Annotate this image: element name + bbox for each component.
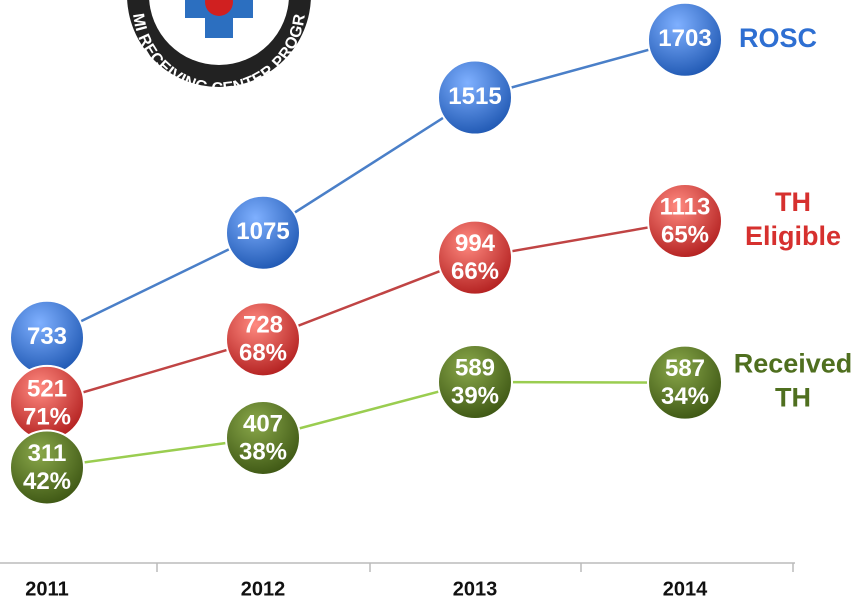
bubble (647, 344, 723, 421)
logo: EMI RECEIVING CENTER PROGRA (0, 0, 311, 98)
series-line (46, 38, 686, 339)
bubble (647, 1, 723, 78)
percent-label: 65% (661, 221, 709, 248)
value-label: 589 (455, 354, 495, 381)
value-label: 994 (455, 230, 496, 257)
percent-label: 39% (451, 382, 499, 409)
series-label-line: Eligible (745, 221, 841, 251)
series-line (46, 380, 686, 469)
value-label: 311 (28, 440, 67, 467)
x-tick-label: 2013 (453, 578, 498, 600)
series-label-line: TH (775, 383, 811, 413)
series-label: TH Eligible (745, 187, 841, 251)
bubble (437, 219, 513, 296)
series-label-line: Received (734, 349, 853, 379)
percent-label: 66% (451, 258, 499, 285)
value-label: 521 (27, 375, 67, 402)
bubble (225, 194, 301, 271)
series-line (46, 219, 686, 405)
percent-label: 71% (23, 403, 71, 430)
percent-label: 38% (239, 438, 287, 465)
series-label: Received TH (734, 349, 853, 413)
value-label: 733 (27, 323, 67, 350)
bubble (647, 183, 723, 260)
value-label: 1113 (660, 193, 711, 220)
percent-label: 34% (661, 383, 709, 410)
value-label: 1703 (658, 25, 711, 52)
x-tick-label: 2012 (241, 578, 286, 600)
bubble (9, 429, 85, 506)
percent-label: 68% (239, 340, 287, 367)
x-tick-label: 2014 (663, 578, 708, 600)
x-tick-label: 2011 (25, 578, 68, 600)
series-label: ROSC (739, 23, 817, 53)
value-label: 1075 (236, 218, 289, 245)
value-label: 407 (243, 410, 283, 437)
series-label-line: TH (775, 187, 811, 217)
bubble (225, 399, 301, 476)
value-label: 1515 (448, 83, 501, 110)
value-label: 728 (243, 312, 283, 339)
bubble (437, 344, 513, 421)
value-label: 587 (665, 355, 705, 382)
percent-label: 42% (23, 468, 71, 495)
bubble (225, 301, 301, 378)
bubble (437, 59, 513, 136)
